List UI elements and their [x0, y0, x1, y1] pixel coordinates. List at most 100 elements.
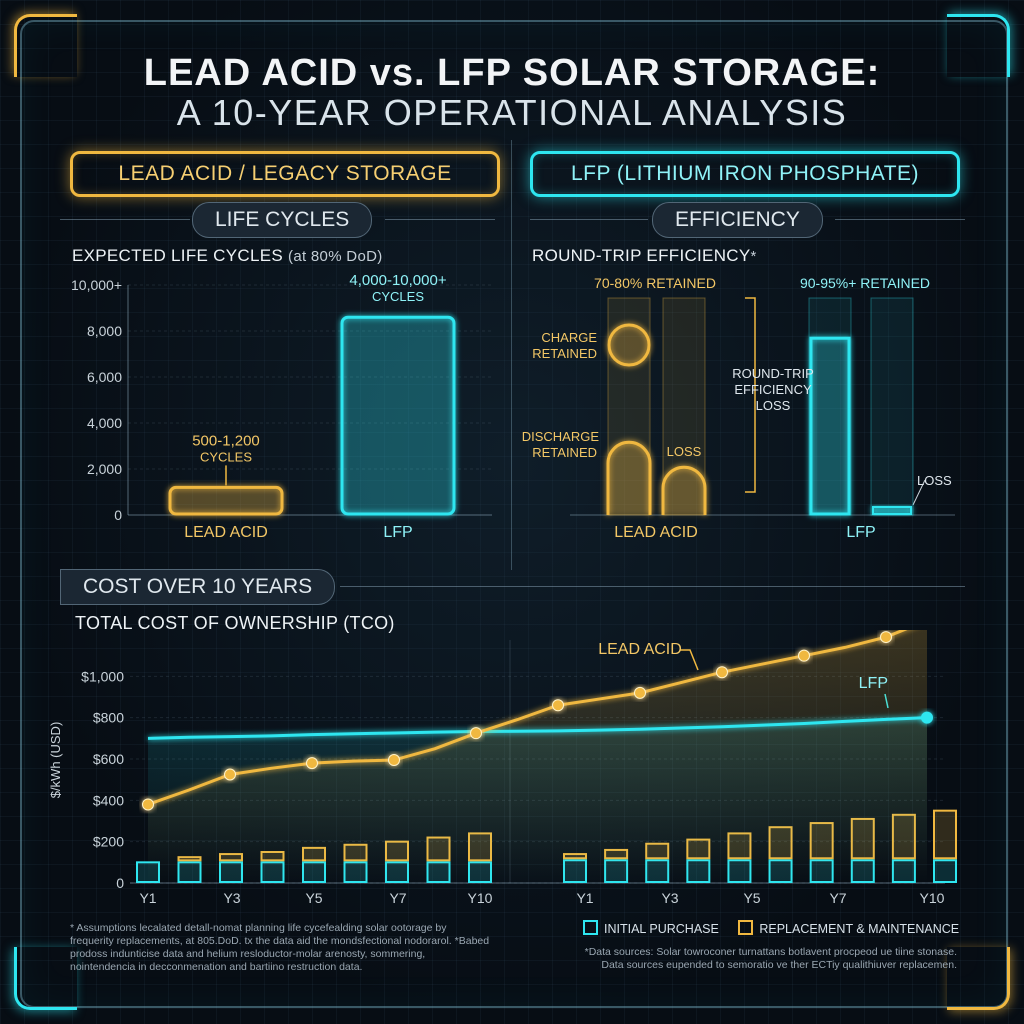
legend-swatch-replacement — [738, 920, 754, 935]
cost-legend: INITIAL PURCHASE REPLACEMENT & MAINTENAN… — [583, 920, 959, 936]
divider-line — [530, 219, 648, 220]
lfp-point — [921, 711, 933, 724]
x-tick-label: Y5 — [305, 890, 322, 906]
la-discharge-retained-bar — [606, 440, 652, 515]
lfp-ghost-column — [870, 297, 914, 516]
x-category-label: LEAD ACID — [184, 524, 268, 541]
lead-acid-point — [716, 666, 728, 679]
y-tick-label: 8,000 — [87, 323, 122, 339]
outer-frame — [20, 20, 1008, 1008]
lead-acid-point — [470, 727, 482, 740]
lfp-line — [147, 716, 928, 740]
bar-value-label: 4,000-10,000+ — [349, 272, 446, 289]
x-tick-label: Y1 — [139, 890, 156, 906]
lead-acid-line — [147, 630, 908, 806]
lead-acid-point — [798, 649, 810, 662]
round-trip-bracket — [745, 297, 756, 493]
bar-value-label: 500-1,200 — [192, 432, 260, 449]
tco-chart: 0 $200 $400 $600 $800 $1,000 $/kWh (USD) Y1 Y1 Y3… — [48, 630, 957, 906]
round-trip-loss-label: LOSS — [756, 398, 791, 413]
divider-line — [835, 219, 965, 220]
lead-acid-header: LEAD ACID / LEGACY STORAGE — [70, 151, 500, 197]
bar-value-unit: CYCLES — [372, 289, 424, 304]
section-life-cycles: LIFE CYCLES — [192, 202, 373, 238]
life-cycles-title-text: EXPECTED LIFE CYCLES — [72, 246, 284, 265]
main-subtitle: A 10-YEAR OPERATIONAL ANALYSIS — [176, 92, 848, 133]
la-loss-bar — [661, 465, 707, 515]
corner-accent-bottom-right — [947, 947, 1010, 1010]
legend-replacement-label: REPLACEMENT & MAINTENANCE — [759, 922, 960, 936]
divider-line — [60, 219, 190, 220]
lfp-retained-label: 90-95%+ RETAINED — [800, 275, 930, 291]
x-category-label: LFP — [383, 524, 412, 541]
lead-acid-point — [142, 798, 154, 811]
y-tick-label: 4,000 — [87, 415, 122, 431]
x-category-label: LEAD ACID — [614, 524, 698, 541]
x-tick-label: Y7 — [389, 890, 406, 906]
lfp-loss-bar — [872, 506, 912, 515]
lead-acid-point — [224, 768, 236, 781]
corner-accent-top-left — [14, 14, 77, 77]
lfp-retained-bar — [809, 336, 851, 516]
y-tick-label: 6,000 — [87, 369, 122, 385]
round-trip-loss-label: ROUND-TRIP — [732, 366, 814, 381]
lead-acid-point — [634, 686, 646, 699]
divider-line — [340, 586, 965, 587]
efficiency-chart: 70-80% RETAINED 90-95%+ RETAINED CHARGE RET… — [522, 275, 955, 541]
x-tick-label: Y1 — [576, 890, 593, 906]
corner-accent-bottom-left — [14, 947, 77, 1010]
y-tick-label: 0 — [114, 507, 122, 523]
lead-acid-label-leader — [680, 649, 699, 671]
lfp-loss-leader — [912, 479, 926, 506]
lead-acid-point — [388, 754, 400, 767]
life-cycles-chart-title: EXPECTED LIFE CYCLES (at 80% DoD) — [72, 246, 383, 266]
lfp-loss-label: LOSS — [917, 473, 952, 488]
column-divider — [511, 140, 512, 570]
discharge-retained-label: RETAINED — [532, 445, 597, 460]
x-tick-label: Y3 — [223, 890, 240, 906]
x-tick-label: Y10 — [468, 890, 493, 906]
efficiency-title-text: ROUND-TRIP EFFICIENCY — [532, 246, 751, 265]
lfp-header: LFP (LITHIUM IRON PHOSPHATE) — [530, 151, 960, 197]
x-category-label: LFP — [846, 524, 875, 541]
y-axis-label: $/kWh (USD) — [48, 722, 63, 799]
bar-initial-purchase — [933, 859, 957, 883]
charge-retained-label: CHARGE — [541, 330, 597, 345]
efficiency-chart-title: ROUND-TRIP EFFICIENCY* — [532, 246, 757, 266]
la-charge-retained-marker — [607, 323, 651, 367]
divider-line — [385, 219, 495, 220]
lead-acid-point — [880, 631, 892, 644]
bar-lfp — [340, 315, 456, 516]
la-loss-label: LOSS — [667, 444, 702, 459]
corner-accent-top-right — [947, 14, 1010, 77]
y-tick-label: 2,000 — [87, 461, 122, 477]
lead-acid-point — [552, 699, 564, 712]
y-tick-label: $400 — [93, 792, 124, 808]
lead-acid-point — [306, 757, 318, 770]
bar-lead-acid — [168, 485, 284, 516]
y-tick-label: 10,000+ — [71, 277, 122, 293]
life-cycles-chart: 0 2,000 4,000 6,000 8,000 10,000+ LEAD ACID 500… — [71, 272, 492, 541]
y-tick-label: $800 — [93, 710, 124, 726]
y-tick-label: $200 — [93, 834, 124, 850]
footnote-left: * Assumptions lecalated detall-nomat pla… — [70, 922, 490, 973]
bar-value-unit: CYCLES — [200, 449, 252, 464]
round-trip-loss-label: EFFICIENCY — [734, 382, 812, 397]
section-cost: COST OVER 10 YEARS — [60, 569, 336, 605]
legend-initial-label: INITIAL PURCHASE — [604, 922, 719, 936]
life-cycles-title-note: (at 80% DoD) — [288, 248, 383, 265]
lead-acid-area — [148, 630, 927, 883]
tco-chart-title: TOTAL COST OF OWNERSHIP (TCO) — [75, 613, 395, 633]
x-tick-label: Y5 — [743, 890, 760, 906]
discharge-retained-label: DISCHARGE — [522, 429, 600, 444]
lfp-series-label: LFP — [859, 675, 888, 692]
footnote-right: *Data sources: Solar towroconer turnatta… — [584, 946, 957, 971]
section-efficiency: EFFICIENCY — [652, 202, 823, 238]
la-retained-label: 70-80% RETAINED — [594, 275, 716, 291]
x-tick-label: Y7 — [829, 890, 846, 906]
y-tick-label: $1,000 — [81, 668, 124, 684]
bar-replacement-maintenance — [933, 809, 957, 860]
efficiency-title-note: * — [750, 248, 757, 265]
lead-acid-series-label: LEAD ACID — [598, 641, 682, 658]
main-title: LEAD ACID vs. LFP SOLAR STORAGE: — [143, 52, 881, 94]
